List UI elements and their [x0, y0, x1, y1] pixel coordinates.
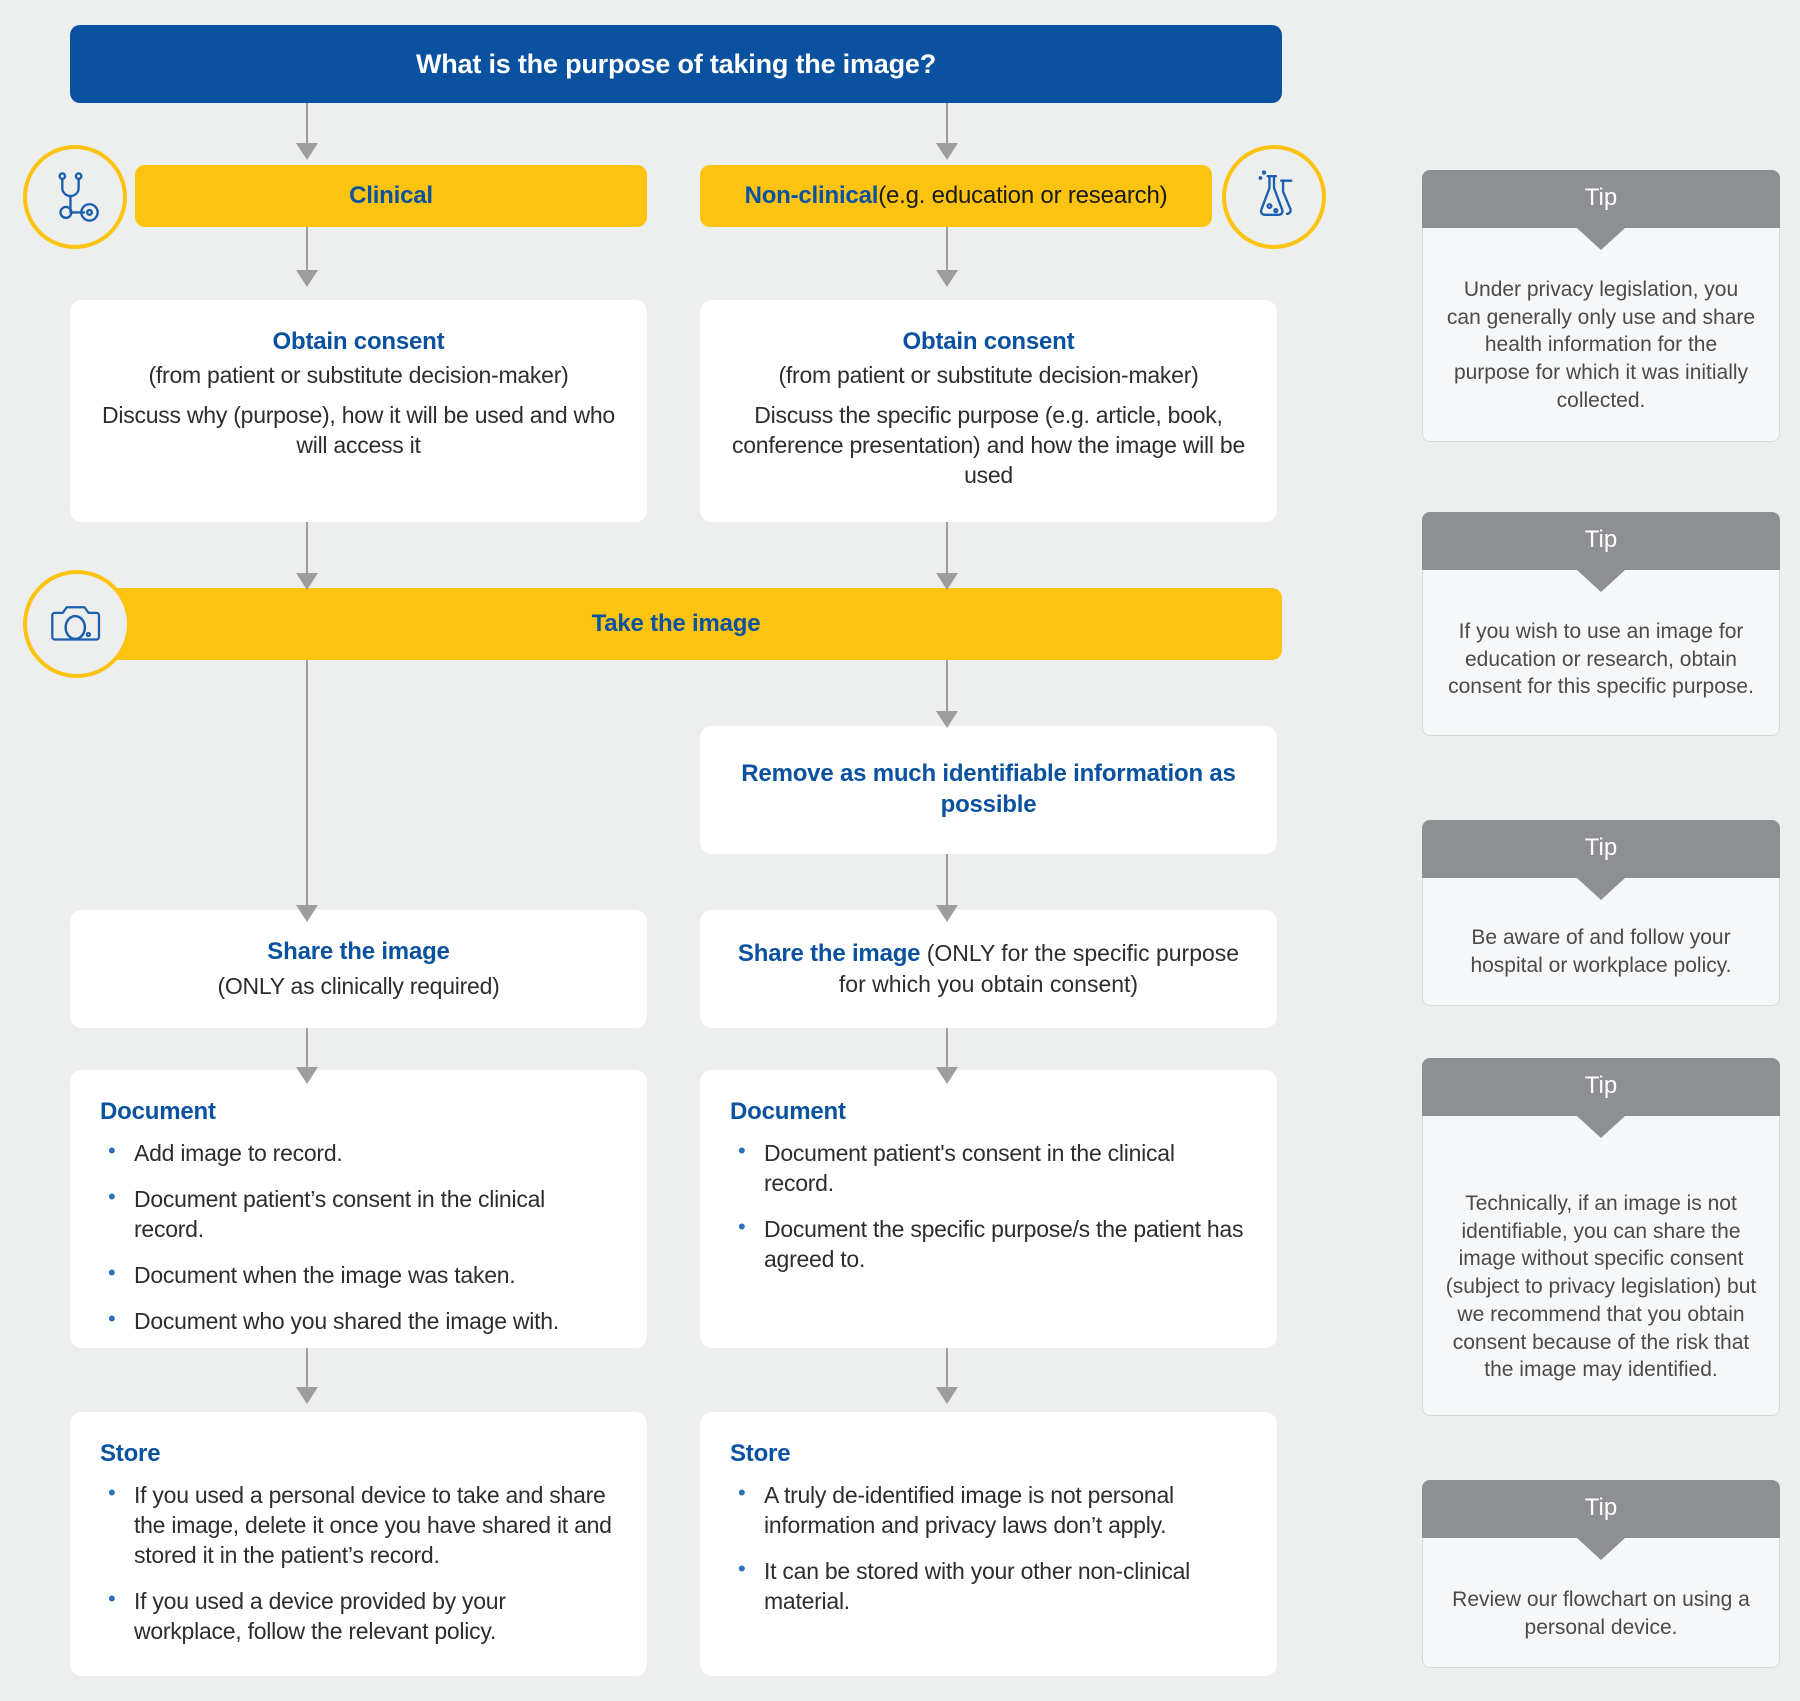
- connector-nonclinical-to-consent: [935, 227, 959, 287]
- card-title: Document: [100, 1098, 216, 1125]
- flasks-icon: [1222, 145, 1326, 249]
- branch-label-nonclinical-rest: (e.g. education or research): [878, 182, 1168, 209]
- take-the-image-bar: Take the image: [70, 588, 1282, 660]
- card-title: Store: [730, 1440, 791, 1467]
- list-item: If you used a device provided by your wo…: [100, 1585, 617, 1647]
- tip-card-2: Tip If you wish to use an image for educ…: [1422, 512, 1780, 736]
- card-document-clinical: Document Add image to record. Document p…: [70, 1070, 647, 1348]
- list-item: Document patient’s consent in the clinic…: [100, 1183, 617, 1245]
- consent-source-line: (from patient or substitute decision-mak…: [148, 362, 569, 389]
- take-the-image-label: Take the image: [591, 610, 761, 637]
- list-item: A truly de-identified image is not perso…: [730, 1479, 1247, 1541]
- card-obtain-consent-clinical: Obtain consent (from patient or substitu…: [70, 300, 647, 522]
- tip-heading: Tip: [1422, 820, 1780, 900]
- card-title: Document: [730, 1098, 846, 1125]
- card-title: Obtain consent: [902, 328, 1075, 355]
- connector-share-to-document-nonclinical: [935, 1028, 959, 1084]
- tip-card-4: Tip Technically, if an image is not iden…: [1422, 1058, 1780, 1416]
- connector-clinical-to-consent: [295, 227, 319, 287]
- document-list-clinical: Add image to record. Document patient’s …: [100, 1137, 617, 1337]
- connector-title-to-nonclinical: [935, 103, 959, 160]
- tip-heading: Tip: [1422, 512, 1780, 592]
- tip-card-1: Tip Under privacy legislation, you can g…: [1422, 170, 1780, 442]
- card-remove-identifiable-info: Remove as much identifiable information …: [700, 726, 1277, 854]
- branch-label-nonclinical-bold: Non-clinical: [744, 182, 879, 209]
- list-item: Document who you shared the image with.: [100, 1305, 617, 1337]
- connector-title-to-clinical: [295, 103, 319, 160]
- tip-card-3: Tip Be aware of and follow your hospital…: [1422, 820, 1780, 1007]
- connector-takeimage-to-share-clinical: [295, 660, 319, 922]
- tip-heading: Tip: [1422, 1058, 1780, 1138]
- connector-document-to-store-nonclinical: [935, 1348, 959, 1404]
- store-list-clinical: If you used a personal device to take an…: [100, 1479, 617, 1647]
- card-document-nonclinical: Document Document patient's consent in t…: [700, 1070, 1277, 1348]
- card-store-clinical: Store If you used a personal device to t…: [70, 1412, 647, 1676]
- list-item: It can be stored with your other non-cli…: [730, 1555, 1247, 1617]
- camera-icon: [23, 570, 131, 678]
- card-share-image-nonclinical: Share the image (ONLY for the specific p…: [700, 910, 1277, 1028]
- tip-body: Under privacy legislation, you can gener…: [1422, 228, 1780, 442]
- connector-share-to-document-clinical: [295, 1028, 319, 1084]
- list-item: Document the specific purpose/s the pati…: [730, 1213, 1247, 1275]
- card-share-image-clinical: Share the image (ONLY as clinically requ…: [70, 910, 647, 1028]
- branch-bar-clinical: Clinical: [135, 165, 647, 227]
- card-title: Share the image: [267, 938, 450, 966]
- connector-document-to-store-clinical: [295, 1348, 319, 1404]
- tip-card-5: Tip Review our flowchart on using a pers…: [1422, 1480, 1780, 1669]
- list-item: If you used a personal device to take an…: [100, 1479, 617, 1571]
- list-item: Document patient's consent in the clinic…: [730, 1137, 1247, 1199]
- consent-source-line: (from patient or substitute decision-mak…: [778, 362, 1199, 389]
- stethoscope-icon: [23, 145, 127, 249]
- connector-consent-to-takeimage-clinical: [295, 522, 319, 590]
- card-title: Share the image: [737, 940, 921, 968]
- list-item: Add image to record.: [100, 1137, 617, 1169]
- share-detail: (ONLY as clinically required): [217, 972, 500, 999]
- consent-discuss-line: Discuss the specific purpose (e.g. artic…: [732, 402, 1245, 488]
- card-title: Obtain consent: [272, 328, 445, 355]
- card-title: Store: [100, 1440, 161, 1467]
- tip-body: Review our flowchart on using a personal…: [1422, 1538, 1780, 1669]
- tip-heading: Tip: [1422, 170, 1780, 250]
- connector-takeimage-to-deidentify: [935, 660, 959, 728]
- card-obtain-consent-nonclinical: Obtain consent (from patient or substitu…: [700, 300, 1277, 522]
- connector-deidentify-to-share: [935, 854, 959, 922]
- consent-discuss-line: Discuss why (purpose), how it will be us…: [102, 402, 615, 458]
- list-item: Document when the image was taken.: [100, 1259, 617, 1291]
- share-detail: (ONLY for the specific purpose for which…: [838, 940, 1240, 997]
- store-list-nonclinical: A truly de-identified image is not perso…: [730, 1479, 1247, 1617]
- tip-body: If you wish to use an image for educatio…: [1422, 570, 1780, 736]
- connector-consent-to-takeimage-nonclinical: [935, 522, 959, 590]
- page-title: What is the purpose of taking the image?: [415, 48, 937, 79]
- card-title: Remove as much identifiable information …: [741, 760, 1236, 818]
- branch-label-clinical: Clinical: [349, 182, 433, 209]
- branch-bar-nonclinical: Non-clinical (e.g. education or research…: [700, 165, 1212, 227]
- document-list-nonclinical: Document patient's consent in the clinic…: [730, 1137, 1247, 1275]
- card-store-nonclinical: Store A truly de-identified image is not…: [700, 1412, 1277, 1676]
- tip-body: Technically, if an image is not identifi…: [1422, 1116, 1780, 1416]
- flowchart-title-bar: What is the purpose of taking the image?: [70, 25, 1282, 103]
- tip-heading: Tip: [1422, 1480, 1780, 1560]
